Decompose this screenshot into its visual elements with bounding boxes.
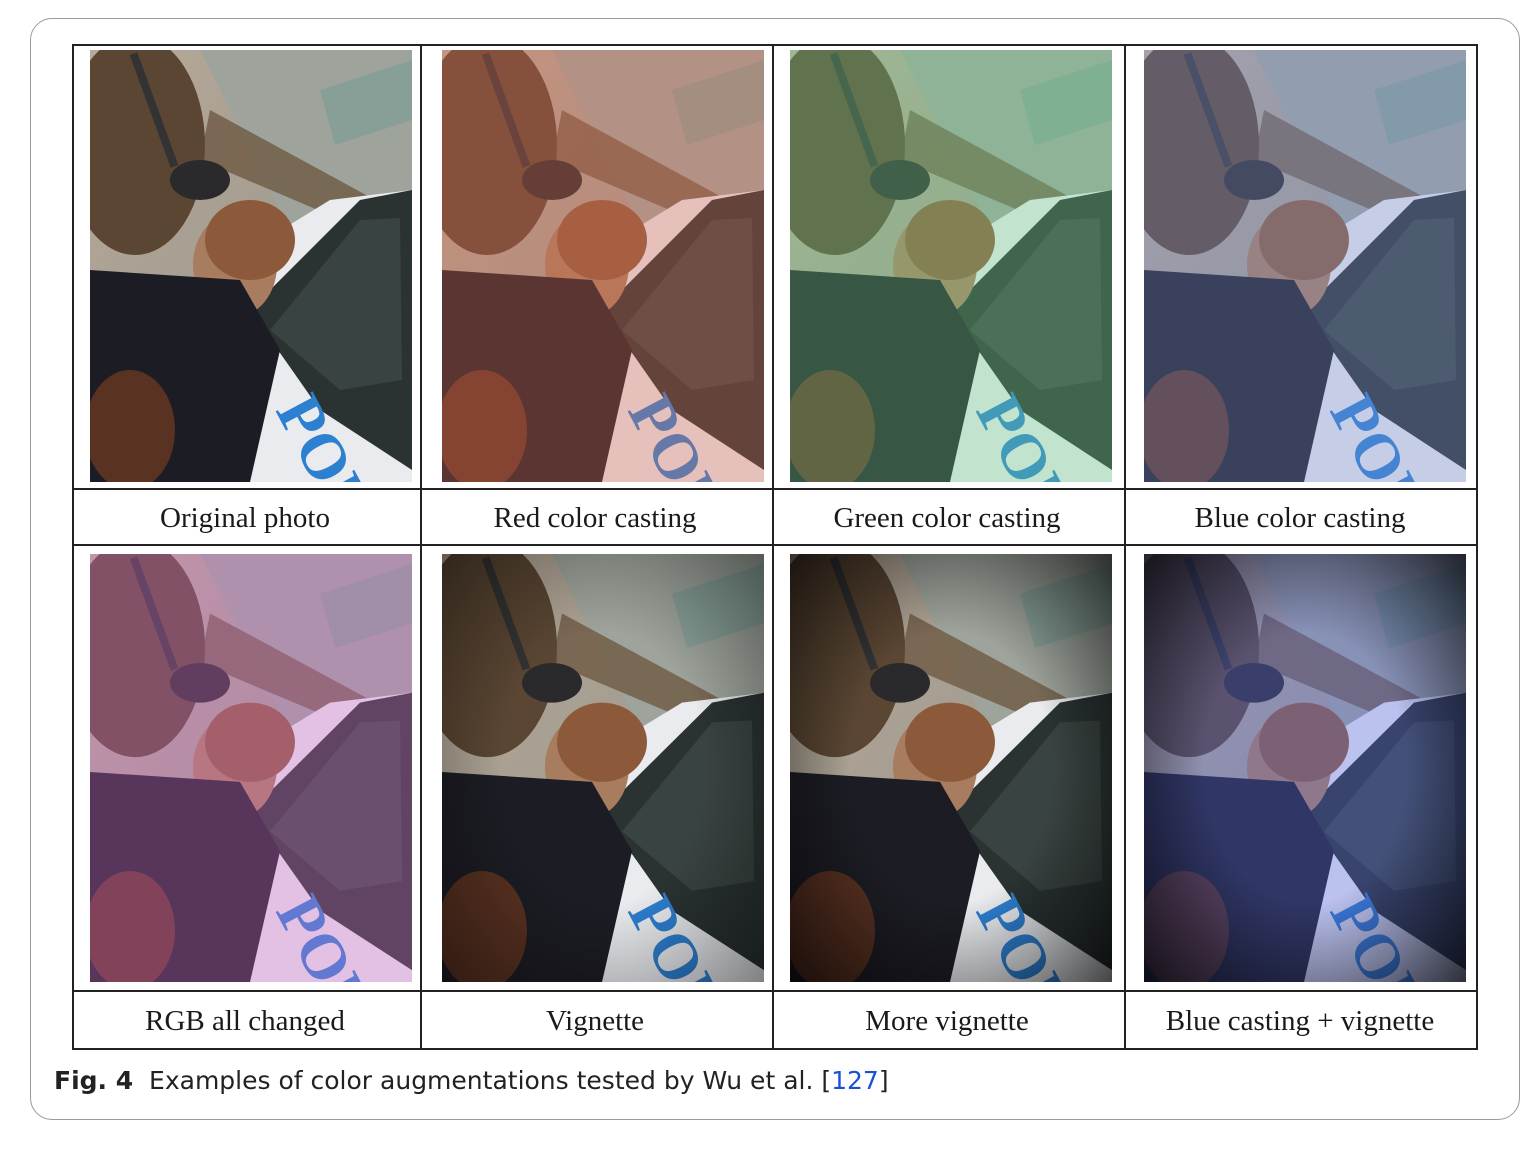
label-blue-casting-vignette: Blue casting + vignette xyxy=(1165,1005,1435,1037)
photo-red-color-casting: POL xyxy=(442,50,764,482)
grid-divider xyxy=(1124,46,1126,1048)
photo-blue-casting-vignette: POL xyxy=(1144,554,1466,982)
label-blue-color-casting: Blue color casting xyxy=(1194,502,1406,534)
grid-divider xyxy=(420,46,422,1048)
label-original-photo: Original photo xyxy=(160,502,330,534)
grid-divider xyxy=(74,544,1476,546)
caption-text: Examples of color augmentations tested b… xyxy=(149,1066,832,1095)
caption-close: ] xyxy=(878,1066,889,1095)
photo-original-photo: POL xyxy=(90,50,412,482)
figure-caption: Fig. 4 Examples of color augmentations t… xyxy=(54,1066,889,1095)
photo-rgb-all-changed: POL xyxy=(90,554,412,982)
photo-blue-color-casting: POL xyxy=(1144,50,1466,482)
photo-more-vignette: POL xyxy=(790,554,1112,982)
label-more-vignette: More vignette xyxy=(865,1005,1029,1037)
grid-divider xyxy=(74,488,1476,490)
label-rgb-all-changed: RGB all changed xyxy=(145,1005,345,1037)
photo-vignette: POL xyxy=(442,554,764,982)
figure-number: Fig. 4 xyxy=(54,1066,134,1095)
label-vignette: Vignette xyxy=(545,1005,645,1037)
label-red-color-casting: Red color casting xyxy=(493,502,697,534)
reference-link[interactable]: 127 xyxy=(831,1066,879,1095)
photo-green-color-casting: POL xyxy=(790,50,1112,482)
label-green-color-casting: Green color casting xyxy=(833,502,1061,534)
grid-divider xyxy=(772,46,774,1048)
grid-divider xyxy=(74,990,1476,992)
